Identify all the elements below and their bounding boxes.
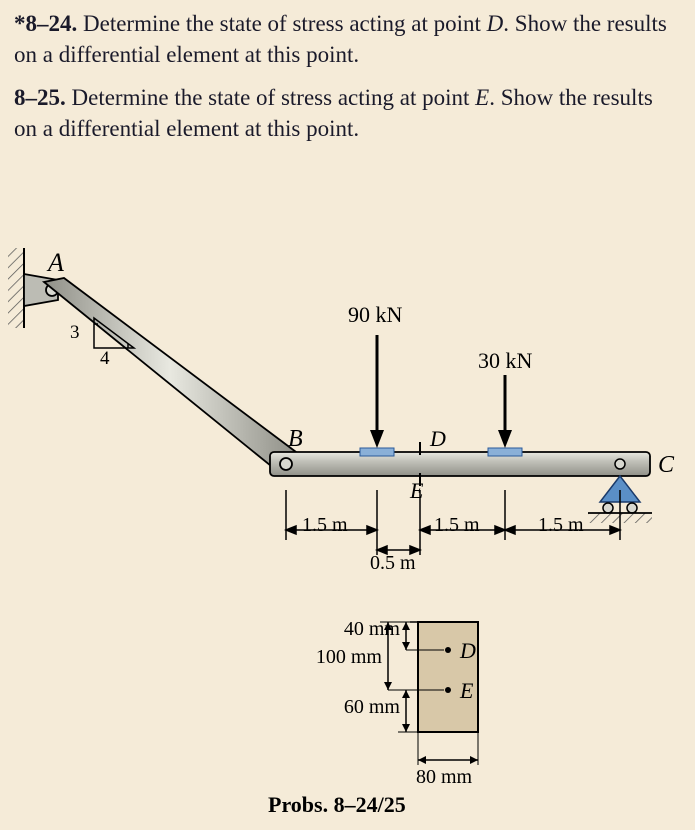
slope-4: 4 <box>100 348 110 370</box>
dim-0-5m: 0.5 m <box>370 552 416 575</box>
cs-label-e: E <box>460 678 473 704</box>
problem-text-a: Determine the state of stress acting at … <box>72 85 476 110</box>
dim-1-5m-c: 1.5 m <box>538 514 584 537</box>
cs-40mm: 40 mm <box>332 618 400 641</box>
load-pad-2 <box>488 448 522 456</box>
problem-8-24: *8–24. Determine the state of stress act… <box>0 0 695 74</box>
label-b: B <box>288 426 303 453</box>
problem-8-25: 8–25. Determine the state of stress acti… <box>0 74 695 148</box>
problem-point: D <box>487 11 504 36</box>
pin-b <box>280 458 292 470</box>
figure-caption: Probs. 8–24/25 <box>268 792 406 818</box>
member-bc <box>270 452 650 476</box>
cs-80mm: 80 mm <box>416 766 472 789</box>
load-arrow-90kn <box>370 335 384 448</box>
load-arrow-30kn <box>498 375 512 448</box>
load-30kn: 30 kN <box>478 348 532 374</box>
cs-label-d: D <box>460 638 476 664</box>
load-90kn: 90 kN <box>348 302 402 328</box>
label-a: A <box>48 248 64 278</box>
problem-number: *8–24. <box>14 11 77 36</box>
cs-100mm: 100 mm <box>308 646 382 669</box>
diagram: A B C D E 3 4 90 kN 30 kN 1.5 m 0.5 m 1.… <box>0 230 695 810</box>
member-ab <box>44 278 296 470</box>
load-pad-1 <box>360 448 394 456</box>
cs-60mm: 60 mm <box>332 696 400 719</box>
problem-number: 8–25. <box>14 85 66 110</box>
dim-1-5m-b: 1.5 m <box>434 514 480 537</box>
slope-3: 3 <box>70 322 80 344</box>
label-d: D <box>430 426 446 452</box>
problem-text-a: Determine the state of stress acting at … <box>83 11 487 36</box>
problem-point: E <box>475 85 489 110</box>
dim-1-5m-a: 1.5 m <box>302 514 348 537</box>
label-e: E <box>410 478 423 504</box>
label-c: C <box>658 452 674 479</box>
